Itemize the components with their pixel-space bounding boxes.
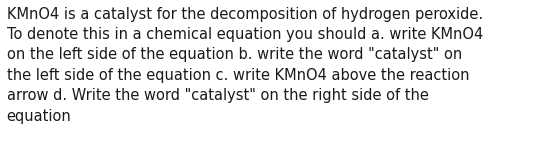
- Text: KMnO4 is a catalyst for the decomposition of hydrogen peroxide.
To denote this i: KMnO4 is a catalyst for the decompositio…: [7, 7, 483, 124]
